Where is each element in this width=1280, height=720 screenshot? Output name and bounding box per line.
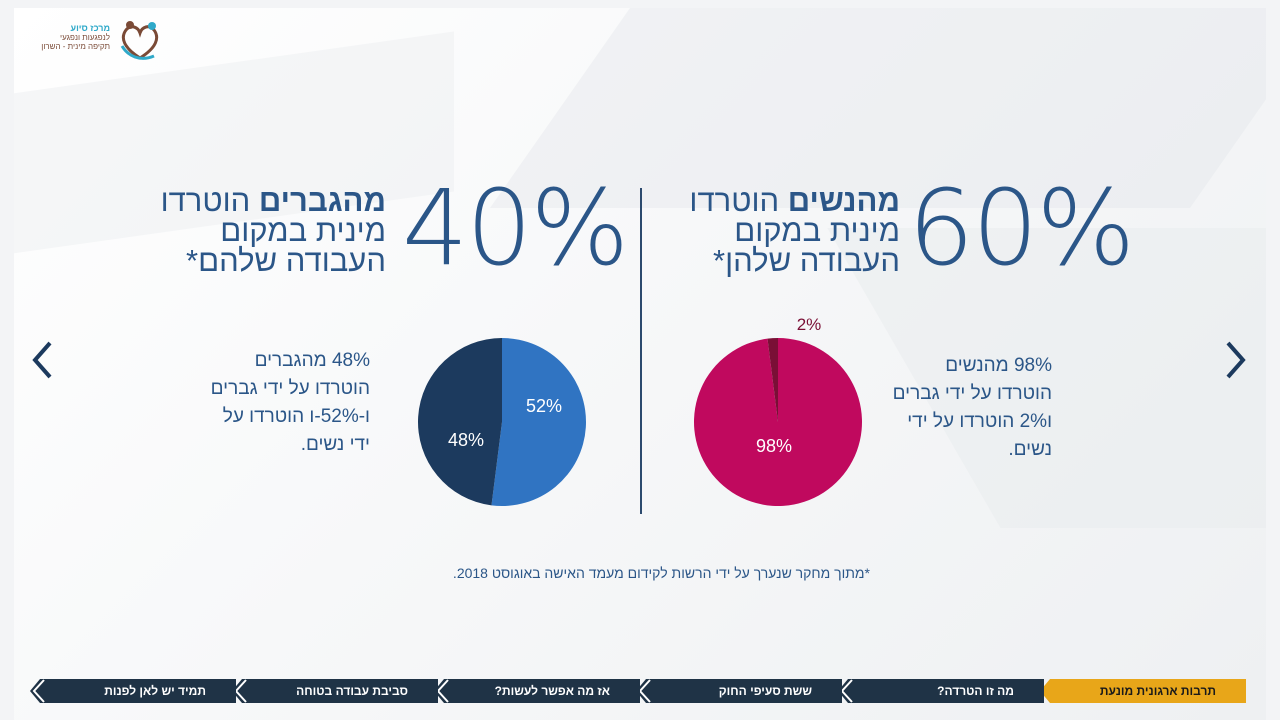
women-headline-rest: הוטרדו מינית במקום העבודה שלהן* bbox=[689, 183, 900, 278]
nav-tab-3[interactable]: אז מה אפשר לעשות? bbox=[434, 679, 640, 703]
men-pie-chart: 52% 48% bbox=[418, 338, 586, 506]
nav-tab-shape bbox=[30, 679, 236, 703]
men-headline-bold: מהגברים bbox=[258, 183, 386, 218]
nav-tab-1[interactable]: מה זו הטרדה? bbox=[838, 679, 1044, 703]
women-headline: מהנשים הוטרדו מינית במקום העבודה שלהן* bbox=[640, 183, 900, 278]
chevron-left-icon[interactable] bbox=[30, 337, 56, 383]
nav-tab-label: מה זו הטרדה? bbox=[937, 684, 1014, 698]
nav-tab-label: תרבות ארגונית מונעת bbox=[1099, 684, 1216, 698]
logo-line-1: מרכז סיוע bbox=[70, 23, 111, 33]
women-pie-data-label-1: 2% bbox=[797, 315, 822, 334]
nav-tab-4[interactable]: סביבת עבודה בטוחה bbox=[232, 679, 438, 703]
women-pie-data-label-0: 98% bbox=[756, 436, 792, 456]
women-description: 98% מהנשים הוטרדו על ידי גברים ו2% הוטרד… bbox=[892, 355, 1052, 460]
women-pie-slice-1 bbox=[767, 338, 778, 422]
women-pie-chart: 98% 2% bbox=[694, 315, 862, 506]
men-headline: מהגברים הוטרדו מינית במקום העבודה שלהם* bbox=[126, 183, 386, 278]
nav-tab-shape bbox=[232, 679, 438, 703]
nav-tab-label: תמיד יש לאן לפנות bbox=[104, 684, 206, 698]
nav-tab-shape bbox=[636, 679, 842, 703]
nav-tab-2[interactable]: ששת סעיפי החוק bbox=[636, 679, 842, 703]
logo-line-2: לנפגעות ונפגעי bbox=[60, 33, 110, 42]
nav-tab-shape bbox=[434, 679, 640, 703]
men-pie-slice-0 bbox=[491, 338, 586, 506]
men-pie-slice-1 bbox=[418, 338, 502, 506]
nav-tab-label: סביבת עבודה בטוחה bbox=[296, 684, 408, 698]
nav-tab-label: ששת סעיפי החוק bbox=[718, 684, 812, 698]
footnote: *מתוך מחקר שנערך על ידי הרשות לקידום מעמ… bbox=[452, 565, 870, 581]
men-headline-rest: הוטרדו מינית במקום העבודה שלהם* bbox=[160, 183, 386, 278]
men-description: 48% מהגברים הוטרדו על ידי גברים ו-52%-ו … bbox=[210, 350, 370, 455]
nav-tab-shape bbox=[1040, 679, 1246, 703]
logo-line-3: תקיפה מינית - השרון bbox=[41, 42, 110, 51]
chevron-right-icon[interactable] bbox=[1222, 337, 1248, 383]
women-big-percent: 60% bbox=[908, 167, 1135, 289]
men-pie-data-label-0: 52% bbox=[526, 396, 562, 416]
men-big-percent: 40% bbox=[402, 167, 629, 289]
women-headline-bold: מהנשים bbox=[787, 183, 900, 218]
logo-text: מרכז סיוע לנפגעות ונפגעי תקיפה מינית - ה… bbox=[41, 23, 111, 52]
hands-heart-icon bbox=[120, 21, 159, 60]
nav-tab-0[interactable]: תרבות ארגונית מונעת bbox=[1040, 679, 1246, 703]
nav-tab-5[interactable]: תמיד יש לאן לפנות bbox=[30, 679, 236, 703]
men-pie-data-label-1: 48% bbox=[448, 430, 484, 450]
nav-tab-label: אז מה אפשר לעשות? bbox=[494, 684, 610, 698]
nav-tab-shape bbox=[838, 679, 1044, 703]
logo: מרכז סיוע לנפגעות ונפגעי תקיפה מינית - ה… bbox=[24, 18, 166, 66]
bottom-navigation: תרבות ארגונית מונעת מה זו הטרדה? ששת סעיפי… bbox=[30, 679, 1250, 703]
vertical-divider bbox=[640, 188, 642, 514]
